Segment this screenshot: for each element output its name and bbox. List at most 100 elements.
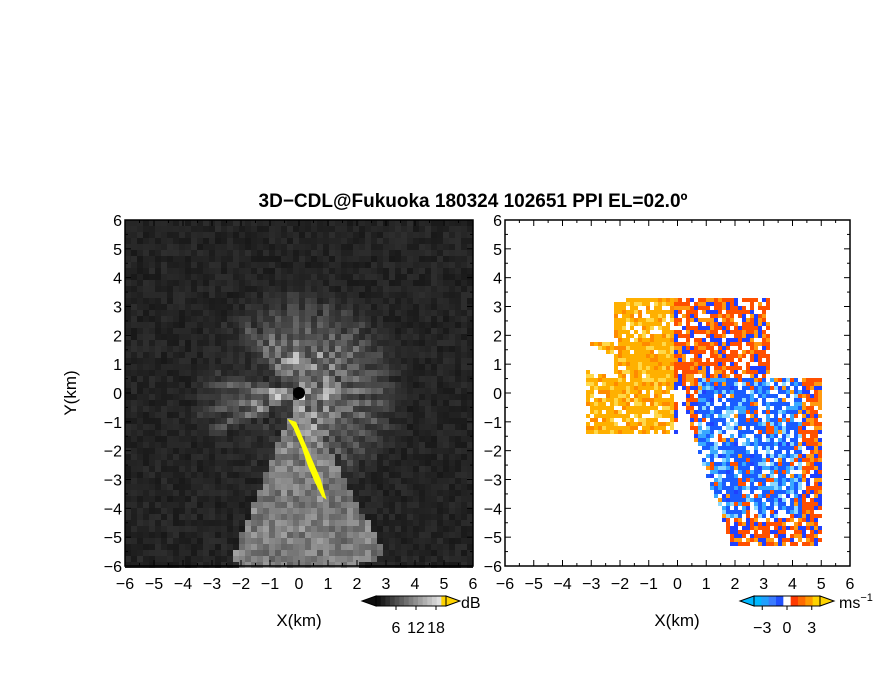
intensity-colorbar-max-extend [445, 595, 462, 607]
velocity-colorbar-max-extend [819, 595, 836, 607]
velocity-field [586, 298, 822, 546]
intensity-x-tick-label: 0 [295, 576, 304, 593]
intensity-y-tick-label: −4 [104, 501, 122, 518]
intensity-x-tick-label: 1 [324, 576, 333, 593]
intensity-colorbar-segment [390, 596, 396, 606]
intensity-x-tick-label: −2 [232, 576, 250, 593]
intensity-x-tick-label: −3 [203, 576, 221, 593]
intensity-x-tick-label: −4 [174, 576, 192, 593]
intensity-field [125, 220, 473, 568]
velocity-y-tick-label: 6 [493, 213, 502, 230]
intensity-y-tick-label: 4 [113, 271, 122, 288]
velocity-y-tick-label: 1 [493, 357, 502, 374]
intensity-colorbar-segment [436, 596, 442, 606]
velocity-colorbar-tick-label: −3 [753, 620, 771, 637]
intensity-colorbar-segment [418, 596, 424, 606]
intensity-x-tick-label: 2 [353, 576, 362, 593]
intensity-colorbar-tick-label: 12 [407, 620, 425, 637]
velocity-colorbar-segment [783, 596, 792, 606]
intensity-colorbar-tick-label: 18 [427, 620, 445, 637]
clutter-flag-region [287, 418, 327, 500]
intensity-colorbar-segment [432, 596, 438, 606]
velocity-y-tick-label: 2 [493, 328, 502, 345]
intensity-x-tick-label: 4 [411, 576, 420, 593]
intensity-colorbar: 6 12 18 dB [360, 595, 481, 637]
intensity-colorbar-tick-label: 6 [392, 620, 401, 637]
intensity-x-tick-label: 3 [382, 576, 391, 593]
velocity-x-tick-label: 0 [673, 576, 682, 593]
velocity-colorbar-segment [812, 596, 821, 606]
intensity-x-tick-label: −1 [261, 576, 279, 593]
intensity-colorbar-segment [399, 596, 405, 606]
intensity-colorbar-min-extend [360, 595, 377, 607]
intensity-y-tick-label: −1 [104, 415, 122, 432]
velocity-x-tick-label: −3 [582, 576, 600, 593]
intensity-colorbar-segment [394, 596, 400, 606]
intensity-colorbar-frame [375, 595, 447, 607]
intensity-y-tick-label: −3 [104, 473, 122, 490]
velocity-y-tick-label: −4 [484, 501, 502, 518]
velocity-colorbar-segment [768, 596, 777, 606]
velocity-x-tick-label: −6 [496, 576, 514, 593]
intensity-y-tick-label: −6 [104, 559, 122, 576]
intensity-y-axis-label: Y(km) [61, 370, 80, 415]
intensity-y-tick-label: −2 [104, 444, 122, 461]
intensity-colorbar-unit: dB [461, 595, 481, 612]
intensity-y-tick-label: 6 [113, 213, 122, 230]
velocity-colorbar: −3 0 3 ms−1 [738, 592, 873, 637]
velocity-x-tick-label: −1 [640, 576, 658, 593]
velocity-colorbar-unit: ms−1 [839, 592, 873, 612]
velocity-colorbar-segment [754, 596, 762, 606]
velocity-x-tick-label: −4 [553, 576, 571, 593]
intensity-x-tick-label: 5 [440, 576, 449, 593]
velocity-y-tick-label: −6 [484, 559, 502, 576]
velocity-colorbar-segment [798, 596, 806, 606]
velocity-y-tick-label: 5 [493, 242, 502, 259]
velocity-colorbar-segment [761, 596, 770, 606]
intensity-y-tick-label: 3 [113, 300, 122, 317]
velocity-colorbar-unit-exponent: −1 [860, 592, 873, 604]
velocity-x-tick-label: 4 [788, 576, 797, 593]
velocity-y-tick-label: −2 [484, 444, 502, 461]
velocity-x-tick-label: −5 [525, 576, 543, 593]
velocity-colorbar-segment [805, 596, 814, 606]
intensity-x-tick-label: 6 [469, 576, 478, 593]
intensity-y-tick-label: 5 [113, 242, 122, 259]
intensity-y-tick-label: 1 [113, 357, 122, 374]
intensity-axes: −6 −5 −4 −3 −2 −1 0 1 2 3 4 5 6 6 5 4 3 2 1 0 −1 −2 −3 −4 −5 −6 [104, 213, 478, 593]
intensity-colorbar-segment [427, 596, 433, 606]
intensity-colorbar-segment [441, 596, 447, 606]
velocity-x-tick-label: −2 [611, 576, 629, 593]
intensity-colorbar-segment [404, 596, 410, 606]
intensity-colorbar-segment [385, 596, 391, 606]
velocity-y-tick-label: 4 [493, 271, 502, 288]
velocity-y-tick-label: 3 [493, 300, 502, 317]
figure-title: 3D−CDL@Fukuoka 180324 102651 PPI EL=02.0… [259, 191, 688, 212]
intensity-colorbar-segment [422, 596, 428, 606]
intensity-colorbar-segment [376, 596, 382, 606]
velocity-colorbar-segment [790, 596, 799, 606]
intensity-x-tick-label: −5 [145, 576, 163, 593]
velocity-axes: −6 −5 −4 −3 −2 −1 0 1 2 3 4 5 6 6 5 4 3 2 1 0 −1 −2 −3 −4 −5 −6 [484, 213, 855, 593]
velocity-y-tick-label: 0 [493, 386, 502, 403]
intensity-colorbar-segment [380, 596, 386, 606]
intensity-x-tick-label: −6 [116, 576, 134, 593]
velocity-y-tick-label: −1 [484, 415, 502, 432]
velocity-x-tick-label: 2 [731, 576, 740, 593]
intensity-colorbar-segment [413, 596, 419, 606]
intensity-colorbar-segment [408, 596, 414, 606]
velocity-x-axis-label: X(km) [654, 611, 699, 630]
velocity-x-tick-label: 6 [846, 576, 855, 593]
velocity-x-tick-label: 1 [702, 576, 711, 593]
velocity-colorbar-min-extend [738, 595, 755, 607]
velocity-colorbar-tick-label: 0 [783, 620, 792, 637]
velocity-colorbar-tick-label: 3 [807, 620, 816, 637]
intensity-x-axis-label: X(km) [276, 611, 321, 630]
intensity-y-tick-label: 2 [113, 328, 122, 345]
velocity-x-tick-label: 3 [759, 576, 768, 593]
velocity-y-tick-label: −3 [484, 473, 502, 490]
intensity-y-tick-label: 0 [113, 386, 122, 403]
velocity-colorbar-segment [776, 596, 784, 606]
